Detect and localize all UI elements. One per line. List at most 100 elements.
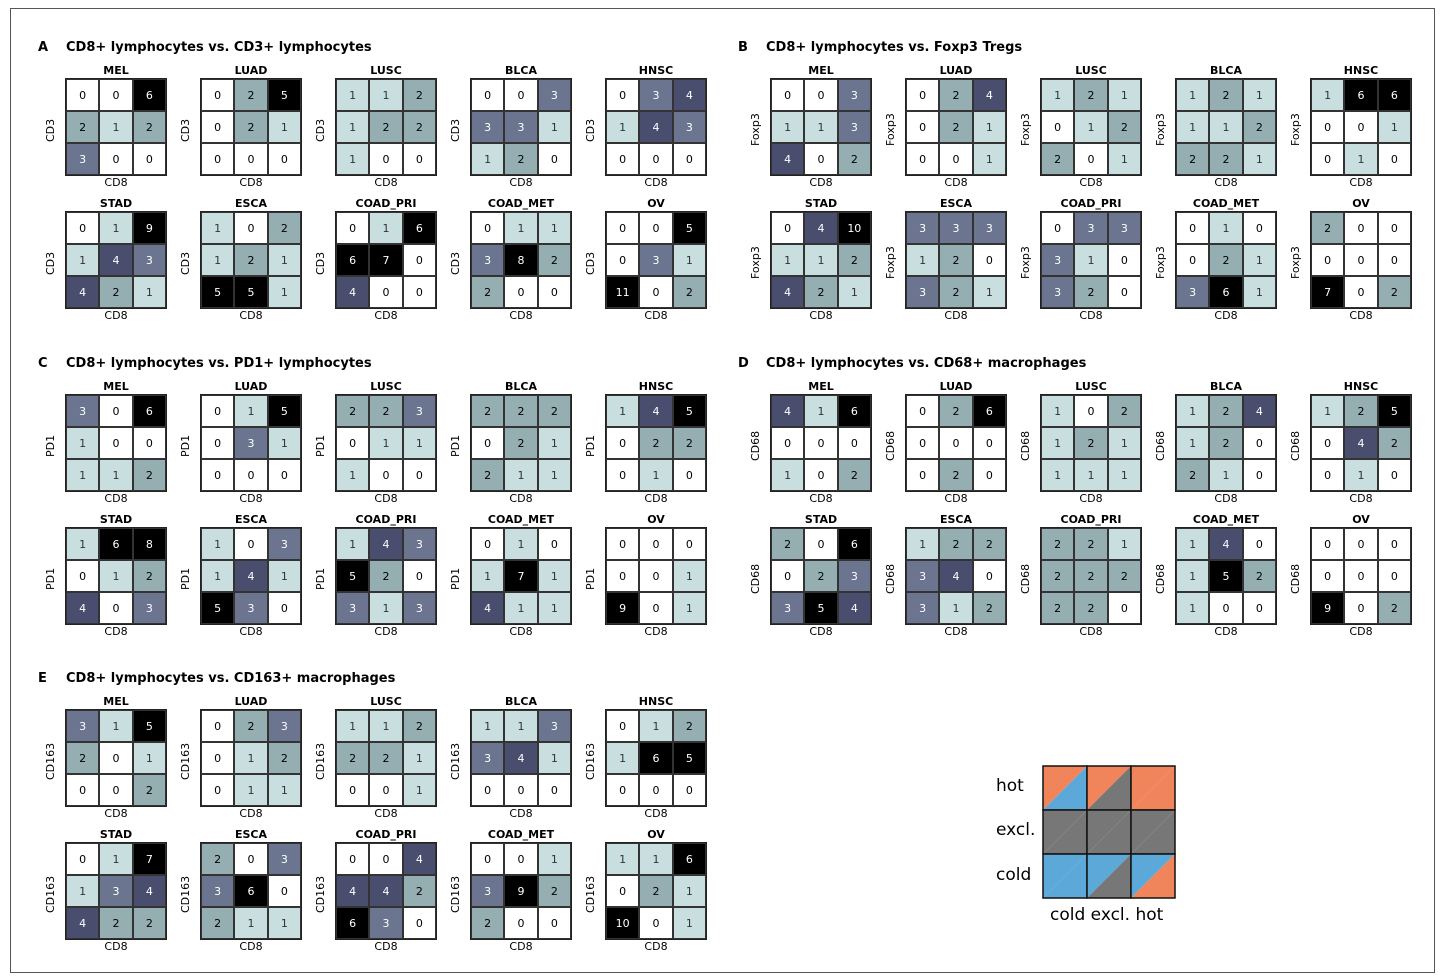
heatmap-cell: 1 — [99, 212, 133, 244]
heatmap-cell: 0 — [1377, 244, 1411, 276]
heatmap-cell: 1 — [1209, 212, 1243, 244]
heatmap-cell: 2 — [336, 395, 370, 427]
heatmap-blca: BLCA CD163 1 1 3 3 4 1 0 0 0 CD8 — [449, 695, 572, 820]
heatmap-luad: LUAD Foxp3 0 2 4 0 2 1 0 0 1 CD8 — [884, 64, 1007, 189]
x-axis-label: CD8 — [509, 807, 533, 820]
heatmap-cell: 1 — [99, 560, 133, 592]
x-axis-label: CD8 — [1079, 176, 1103, 189]
heatmap-cell: 2 — [471, 276, 505, 308]
y-axis-label: CD68 — [1019, 430, 1032, 462]
y-axis-label: CD3 — [449, 118, 462, 142]
heatmap-cell: 1 — [267, 111, 301, 143]
heatmap-title: HNSC — [638, 64, 674, 77]
heatmap-cell: 2 — [1074, 79, 1108, 111]
heatmap-cell: 6 — [336, 907, 370, 939]
x-axis-label: CD8 — [374, 176, 398, 189]
heatmap-cell: 1 — [99, 111, 133, 143]
heatmap-cell: 2 — [234, 710, 268, 742]
heatmap-cell: 0 — [1074, 143, 1108, 175]
heatmap-cell: 1 — [606, 395, 640, 427]
heatmap-cell: 0 — [537, 528, 571, 560]
heatmap-cell: 4 — [771, 395, 805, 427]
heatmap-cell: 2 — [972, 528, 1006, 560]
y-axis-label: CD68 — [1154, 430, 1167, 462]
heatmap-cell: 4 — [837, 592, 871, 624]
heatmap-cell: 3 — [471, 742, 505, 774]
heatmap-title: MEL — [103, 695, 129, 708]
heatmap-cell: 9 — [132, 212, 166, 244]
heatmap-esca: ESCA CD3 1 0 2 1 2 1 5 5 1 CD8 — [179, 197, 302, 322]
heatmap-cell: 0 — [606, 560, 640, 592]
heatmap-cell: 2 — [99, 907, 133, 939]
heatmap-cell: 0 — [234, 143, 268, 175]
heatmap-mel: MEL PD1 3 0 6 1 0 0 1 1 2 CD8 — [44, 380, 167, 505]
heatmap-cell: 2 — [132, 774, 166, 806]
heatmap-cell: 2 — [471, 459, 505, 491]
heatmap-cell: 4 — [1242, 395, 1276, 427]
heatmap-cell: 1 — [234, 907, 268, 939]
heatmap-cell: 0 — [471, 528, 505, 560]
heatmap-cell: 1 — [1344, 459, 1378, 491]
heatmap-cell: 0 — [906, 459, 940, 491]
heatmap-cell: 0 — [1311, 427, 1345, 459]
heatmap-cell: 5 — [201, 592, 235, 624]
heatmap-cell: 3 — [1041, 276, 1075, 308]
heatmap-cell: 7 — [504, 560, 538, 592]
panel-title-c: C CD8+ lymphocytes vs. PD1+ lymphocytes — [38, 356, 372, 371]
heatmap-cell: 1 — [132, 276, 166, 308]
heatmap-cell: 0 — [99, 592, 133, 624]
heatmap-cell: 0 — [804, 427, 838, 459]
heatmap-cell: 11 — [606, 276, 640, 308]
heatmap-cell: 1 — [369, 427, 403, 459]
x-axis-label: CD8 — [509, 625, 533, 638]
y-axis-label: PD1 — [449, 434, 462, 458]
x-axis-label: CD8 — [809, 492, 833, 505]
heatmap-cell: 1 — [402, 774, 436, 806]
heatmap-cell: 0 — [639, 592, 673, 624]
x-axis-label: CD8 — [509, 176, 533, 189]
heatmap-cell: 0 — [1242, 212, 1276, 244]
figure-frame — [10, 8, 1435, 973]
y-axis-label: CD3 — [44, 251, 57, 275]
heatmap-cell: 0 — [1344, 560, 1378, 592]
heatmap-cell: 1 — [1311, 79, 1345, 111]
heatmap-cell: 1 — [1242, 143, 1276, 175]
heatmap-cell: 1 — [804, 111, 838, 143]
legend-triangle-lower — [1043, 766, 1087, 810]
heatmap-cell: 0 — [66, 79, 100, 111]
y-axis-label: PD1 — [584, 434, 597, 458]
heatmap-cell: 9 — [1311, 592, 1345, 624]
heatmap-cell: 2 — [939, 276, 973, 308]
y-axis-label: CD3 — [179, 118, 192, 142]
heatmap-cell: 6 — [336, 244, 370, 276]
heatmap-cell: 0 — [267, 875, 301, 907]
heatmap-title: LUSC — [370, 695, 402, 708]
heatmap-cell: 7 — [369, 244, 403, 276]
heatmap-cell: 0 — [939, 143, 973, 175]
heatmap-cell: 2 — [639, 875, 673, 907]
heatmap-luad: LUAD CD3 0 2 5 0 2 1 0 0 0 CD8 — [179, 64, 302, 189]
heatmap-ov: OV PD1 0 0 0 0 0 1 9 0 1 CD8 — [584, 513, 707, 638]
heatmap-cell: 2 — [201, 843, 235, 875]
heatmap-cell: 2 — [1377, 276, 1411, 308]
x-axis-label: CD8 — [374, 807, 398, 820]
heatmap-cell: 5 — [804, 592, 838, 624]
heatmap-cell: 0 — [606, 427, 640, 459]
heatmap-cell: 1 — [504, 212, 538, 244]
heatmap-cell: 0 — [402, 560, 436, 592]
y-axis-label: CD68 — [749, 563, 762, 595]
heatmap-cell: 2 — [402, 79, 436, 111]
heatmap-cell: 2 — [369, 111, 403, 143]
heatmap-cell: 3 — [504, 111, 538, 143]
heatmap-cell: 3 — [1041, 244, 1075, 276]
heatmap-cell: 1 — [402, 427, 436, 459]
y-axis-label: Foxp3 — [884, 113, 897, 147]
heatmap-cell: 6 — [1209, 276, 1243, 308]
panel-title-text: CD8+ lymphocytes vs. CD3+ lymphocytes — [66, 40, 372, 55]
heatmap-cell: 2 — [672, 710, 706, 742]
x-axis-label: CD8 — [644, 807, 668, 820]
heatmap-cell: 0 — [906, 79, 940, 111]
heatmap-title: LUSC — [1075, 64, 1107, 77]
